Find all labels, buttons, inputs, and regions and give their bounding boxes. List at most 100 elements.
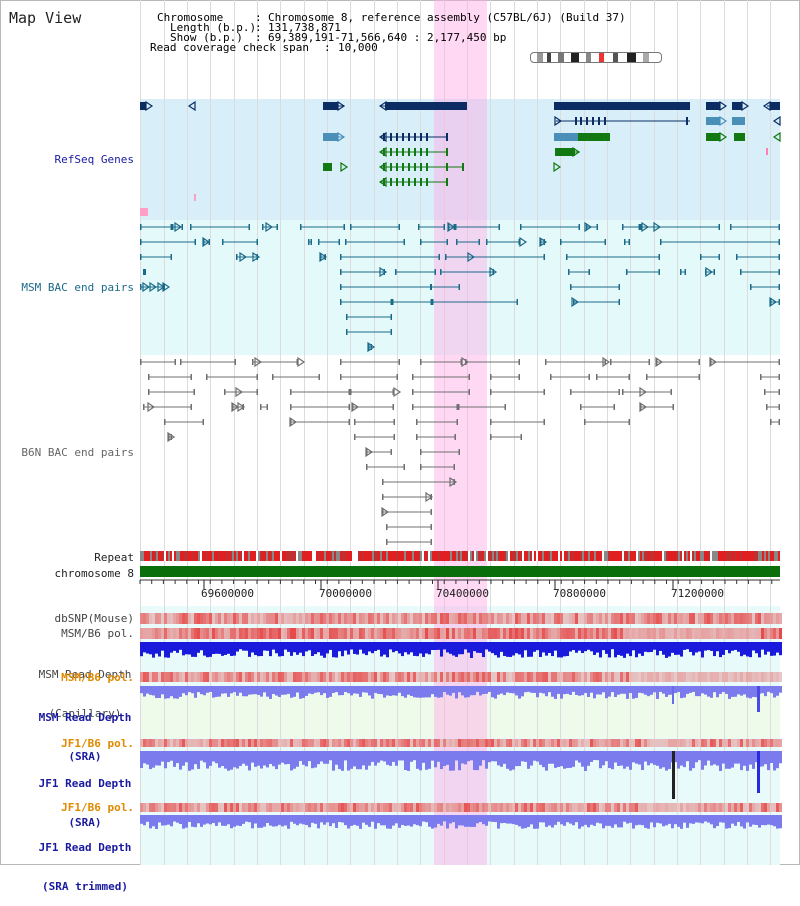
polymorphism-cell [569,739,572,747]
read-depth-bar [212,751,215,762]
repeat-segment [716,551,718,561]
repeat-segment [490,551,492,561]
polymorphism-cell [578,613,581,624]
refseq-genes-label[interactable]: RefSeq Genes [54,153,134,166]
read-depth-bar [521,751,524,762]
selected-region-highlight[interactable] [434,0,487,865]
b6n-bac-label[interactable]: B6N BAC end pairs [21,446,134,459]
repeat-segment [328,551,330,561]
read-depth-bar [299,686,302,699]
repeat-segment [662,551,664,561]
polymorphism-cell [269,672,272,682]
axis-tick-4: 70800000 [553,587,606,600]
jf1-b6-pol-2-label[interactable]: JF1/B6 pol. [61,801,134,814]
repeat-segment [232,551,234,561]
bac-end [393,434,395,440]
read-depth-bar [593,751,596,761]
strand-arrow-icon [381,506,390,518]
polymorphism-cell [437,613,440,624]
gene-exon [402,178,404,186]
msm-bac-label[interactable]: MSM BAC end pairs [21,281,134,294]
polymorphism-cell [491,739,494,747]
read-depth-bar [506,751,509,769]
read-depth-bar [440,642,443,657]
msm-b6-pol-2-label[interactable]: MSM/B6 pol. [61,671,134,684]
repeat-segment [346,551,348,561]
read-depth-bar [752,815,755,825]
repeat-segment [766,551,768,561]
read-depth-bar [446,815,449,829]
chromosome-track-label[interactable]: chromosome 8 [54,567,134,580]
repeat-label[interactable]: Repeat [94,551,134,564]
polymorphism-cell [365,803,368,812]
chromosome-ideogram[interactable] [530,52,662,63]
polymorphism-cell [506,803,509,812]
gene-exon [420,178,422,186]
read-depth-bar [515,751,518,767]
polymorphism-cell [257,613,260,624]
polymorphism-cell [518,739,521,747]
read-depth-bar [566,751,569,769]
read-depth-bar [302,642,305,657]
read-depth-bar [587,751,590,766]
polymorphism-cell [233,613,236,624]
polymorphism-cell [515,628,518,639]
read-depth-bar [473,642,476,652]
read-depth-bar [746,686,749,698]
polymorphism-cell [581,628,584,639]
read-depth-bar [548,642,551,654]
polymorphism-cell [341,628,344,639]
polymorphism-cell [752,613,755,624]
chromosome-value: Chromosome 8, reference assembly (C57BL/… [268,11,626,24]
read-depth-bar [545,751,548,771]
bac-end [318,374,320,380]
bac-end [340,299,342,305]
polymorphism-cell [458,613,461,624]
read-depth-bar [470,815,473,827]
polymorphism-cell [383,739,386,747]
read-depth-bar [323,751,326,764]
repeat-segment [520,551,522,561]
read-depth-bar [713,642,716,657]
jf1-read-depth-sra-label[interactable]: JF1 Read Depth (SRA) [30,751,140,842]
strand-arrow-icon [772,115,781,127]
polymorphism-cell [179,628,182,639]
read-depth-bar [269,686,272,699]
polymorphism-cell [524,739,527,747]
read-depth-bar [326,751,329,764]
polymorphism-cell [677,613,680,624]
polymorphism-cell [689,628,692,639]
polymorphism-cell [338,739,341,747]
read-depth-bar [194,815,197,828]
msm-read-depth-sra-label[interactable]: MSM Read Depth (SRA) [30,685,140,776]
polymorphism-cell [614,672,617,682]
polymorphism-cell [467,739,470,747]
polymorphism-cell [431,613,434,624]
read-depth-bar [587,642,590,650]
read-depth-bar [239,751,242,766]
polymorphism-cell [761,628,764,639]
polymorphism-cell [500,672,503,682]
read-depth-bar [413,815,416,825]
repeat-segment [324,551,326,561]
repeat-segment [566,551,568,561]
strand-arrow-icon [653,221,662,233]
repeat-segment [314,551,316,561]
read-depth-bar [680,815,683,829]
read-depth-bar [491,686,494,698]
read-depth-bar [272,815,275,827]
strand-arrow-icon [239,251,248,263]
read-depth-bar [662,815,665,827]
polymorphism-cell [155,613,158,624]
polymorphism-cell [728,739,731,747]
repeat-segment [762,551,764,561]
msm-read-depth-capillary-label[interactable]: MSM Read Depth (Capillary) [30,642,140,733]
read-depth-bar [650,642,653,652]
jf1-b6-pol-label[interactable]: JF1/B6 pol. [61,737,134,750]
polymorphism-cell [638,739,641,747]
msm-b6-pol-label[interactable]: MSM/B6 pol. [61,627,134,640]
dbsnp-label[interactable]: dbSNP(Mouse) [54,612,134,625]
bac-end [584,419,586,425]
genome-tracks-canvas[interactable] [0,0,800,865]
polymorphism-cell [539,613,542,624]
